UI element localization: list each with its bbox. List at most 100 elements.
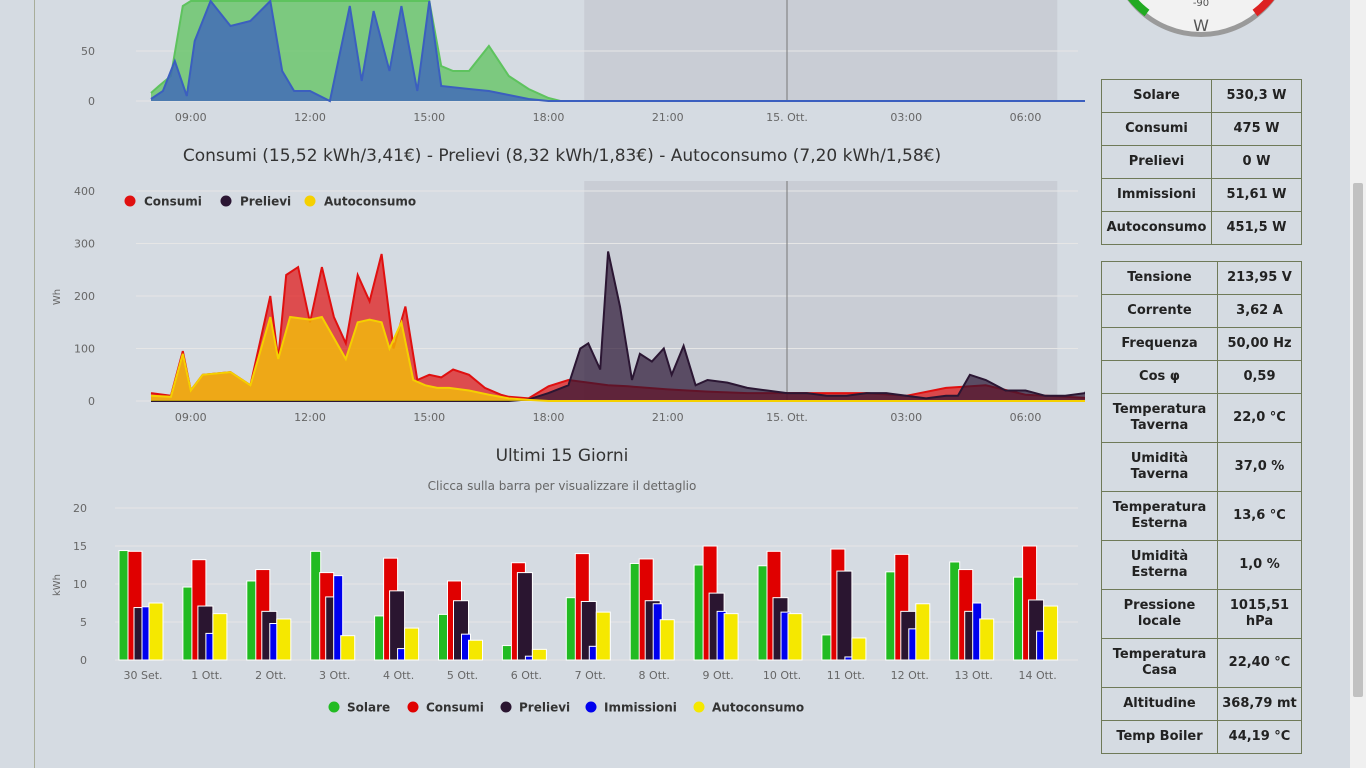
legend-label: Solare [347,701,390,715]
bar-autoconsumo[interactable] [340,635,356,661]
legend-marker[interactable] [328,701,340,713]
bar-autoconsumo[interactable] [148,602,164,661]
legend-marker[interactable] [407,701,419,713]
y-axis-label: kWh [52,574,63,596]
bar-immissioni[interactable] [333,575,344,661]
bar-autoconsumo[interactable] [915,603,931,661]
row-label: Altitudine [1101,687,1218,721]
row-label: Pressione locale [1101,589,1218,639]
row-label: Temperatura Esterna [1101,491,1218,541]
table-row: Immissioni 51,61 W [1101,178,1302,212]
legend-label: Prelievi [240,195,291,209]
bar-autoconsumo[interactable] [723,613,739,661]
legend-marker[interactable] [693,701,705,713]
bar-autoconsumo[interactable] [851,637,867,661]
x-tick-label: 4 Ott. [383,669,414,682]
x-tick-label: 09:00 [175,111,207,124]
x-tick-label: 18:00 [533,111,565,124]
x-tick-label: 11 Ott. [827,669,865,682]
bar-autoconsumo[interactable] [787,613,803,661]
row-value: 44,19 °C [1217,720,1302,754]
y-tick-label: 0 [88,395,95,408]
row-label: Consumi [1101,112,1212,146]
series-area-2[interactable] [151,317,1085,401]
row-label: Autoconsumo [1101,211,1212,245]
row-value: 50,00 Hz [1217,327,1302,361]
bar-prelievi[interactable] [516,572,533,661]
legend-marker[interactable] [500,701,512,713]
bar-autoconsumo[interactable] [212,613,228,661]
x-tick-label: 9 Ott. [702,669,733,682]
row-value: 0,59 [1217,360,1302,394]
table-row: Altitudine 368,79 mt [1101,687,1302,721]
x-tick-label: 15:00 [413,411,445,424]
x-tick-label: 14 Ott. [1018,669,1056,682]
legend-marker[interactable] [220,195,232,207]
row-label: Immissioni [1101,178,1212,212]
table-row: Temperatura Taverna 22,0 °C [1101,393,1302,443]
x-tick-label: 12 Ott. [891,669,929,682]
table-row: Umidità Taverna 37,0 % [1101,442,1302,492]
x-tick-label: 13 Ott. [955,669,993,682]
bar-autoconsumo[interactable] [979,618,995,661]
x-tick-label: 03:00 [890,411,922,424]
x-tick-label: 15. Ott. [766,111,808,124]
bar-autoconsumo[interactable] [531,648,547,661]
x-tick-label: 15:00 [413,111,445,124]
bar-autoconsumo[interactable] [276,618,292,661]
row-label: Cos φ [1101,360,1218,394]
table-row: Autoconsumo 451,5 W [1101,211,1302,245]
x-tick-label: 21:00 [652,111,684,124]
wind-compass: -90 W [1127,0,1275,37]
bar-solare[interactable] [246,580,258,661]
y-tick-label: 20 [73,502,87,515]
scrollbar-thumb[interactable] [1353,183,1363,697]
x-tick-label: 5 Ott. [447,669,478,682]
table-row: Cos φ 0,59 [1101,360,1302,394]
legend-marker[interactable] [304,195,316,207]
x-tick-label: 30 Set. [123,669,162,682]
x-tick-label: 18:00 [533,411,565,424]
legend-marker[interactable] [585,701,597,713]
bar-autoconsumo[interactable] [404,627,420,661]
y-tick-label: 200 [74,290,95,303]
x-tick-label: 15. Ott. [766,411,808,424]
series-line-0 [150,0,1085,102]
legend-marker[interactable] [124,195,136,207]
table-row: Frequenza 50,00 Hz [1101,327,1302,361]
series-area-1[interactable] [151,1,1085,101]
row-label: Umidità Taverna [1101,442,1218,492]
table-row: Consumi 475 W [1101,112,1302,146]
y-tick-label: 0 [88,95,95,108]
x-tick-label: 09:00 [175,411,207,424]
x-tick-label: 03:00 [890,111,922,124]
y-axis-label: Wh [52,289,63,305]
x-tick-label: 21:00 [652,411,684,424]
daily-bar-chart[interactable]: Ultimi 15 Giorni Clicca sulla barra per v… [35,435,1085,735]
row-value: 368,79 mt [1217,687,1302,721]
x-tick-label: 7 Ott. [575,669,606,682]
sensor-table: Tensione 213,95 V Corrente 3,62 A Frequenza 5… [1101,261,1302,754]
table-row: Umidità Esterna 1,0 % [1101,540,1302,590]
bar-autoconsumo[interactable] [468,639,483,661]
consumption-area-chart[interactable]: 0 100 200 300 400 09:00 12:00 15:00 18:00 21:00 15… [35,140,1085,425]
page-scrollbar[interactable] [1350,0,1366,768]
x-tick-label: 06:00 [1010,111,1042,124]
bar-autoconsumo[interactable] [1043,605,1059,661]
table-row: Prelievi 0 W [1101,145,1302,179]
y-tick-label: 0 [80,654,87,667]
row-value: 451,5 W [1211,211,1302,245]
bar-autoconsumo[interactable] [659,619,675,661]
legend-label: Consumi [426,701,484,715]
series-area-1[interactable] [151,251,1085,401]
y-tick-label: 5 [80,616,87,629]
bar-autoconsumo[interactable] [595,611,611,661]
row-label: Temperatura Casa [1101,638,1218,688]
legend-label: Consumi [144,195,202,209]
x-tick-label: 3 Ott. [319,669,350,682]
y-tick-label: 10 [73,578,87,591]
row-value: 13,6 °C [1217,491,1302,541]
bar-prelievi[interactable] [836,570,853,661]
compass-tick-label: -90 [1193,0,1209,9]
solar-area-chart[interactable]: 0 50 09:00 12:00 15:00 18:00 21:00 15. Ott. 03:0… [35,0,1085,130]
